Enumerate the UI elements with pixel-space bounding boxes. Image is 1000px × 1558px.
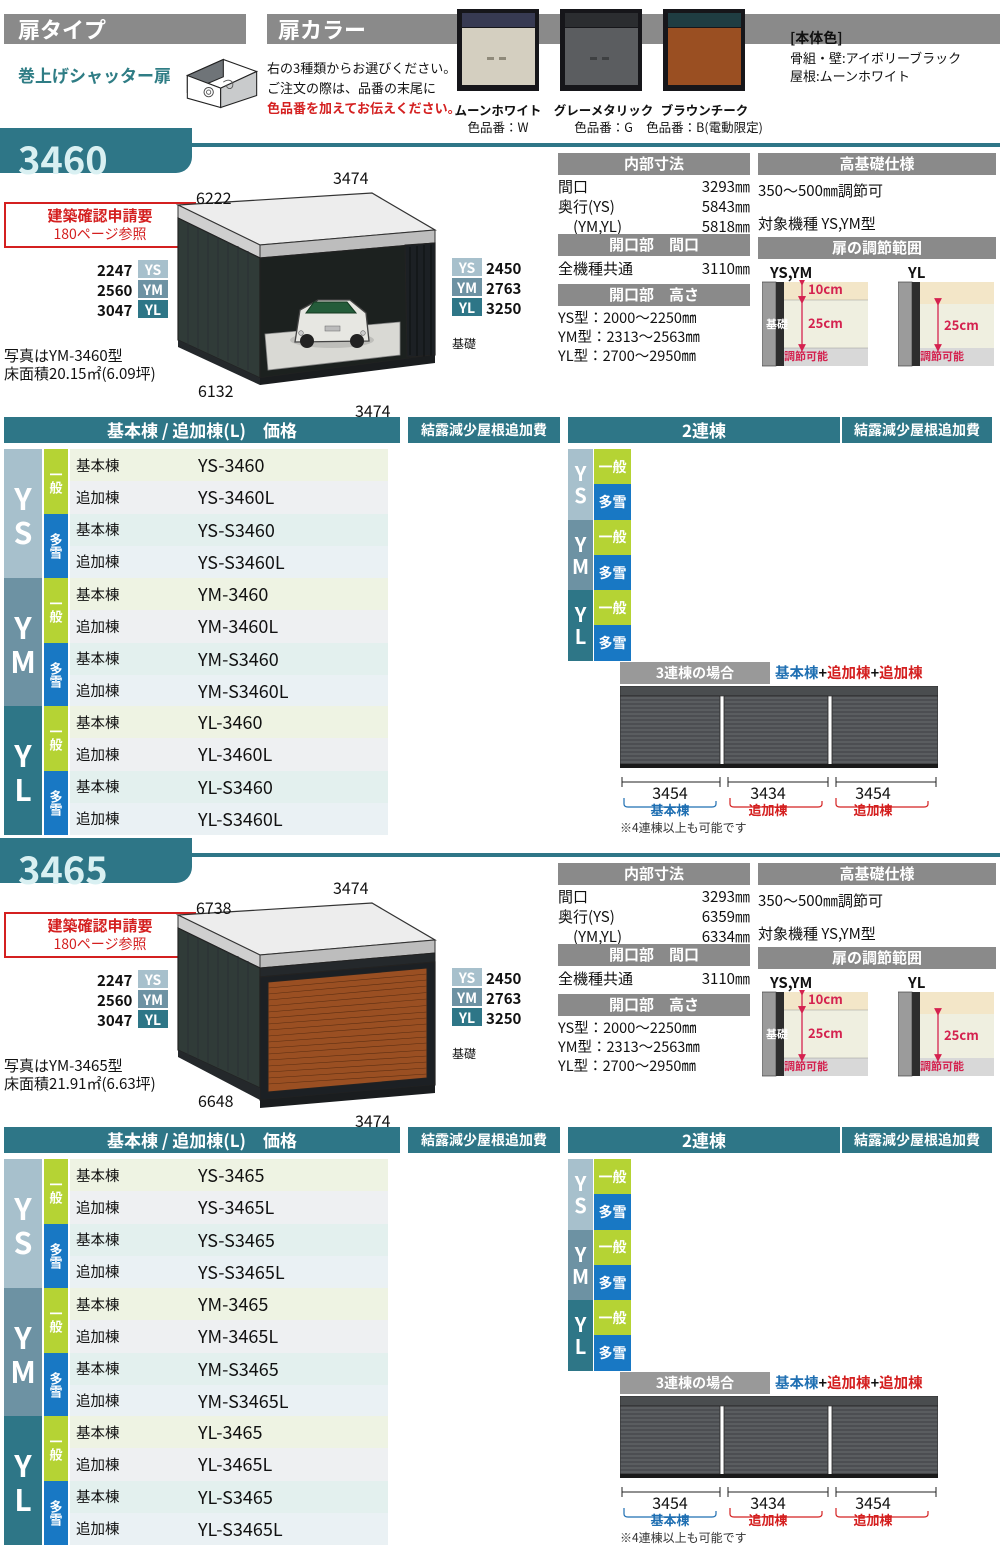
svg-text:25cm: 25cm xyxy=(944,1025,979,1044)
svg-text:基礎: 基礎 xyxy=(766,1026,788,1042)
svg-text:調節可能: 調節可能 xyxy=(920,1058,964,1074)
svg-text:10cm: 10cm xyxy=(808,990,843,1008)
svg-text:10cm: 10cm xyxy=(808,280,843,298)
svg-text:25cm: 25cm xyxy=(808,1023,843,1042)
svg-text:25cm: 25cm xyxy=(944,315,979,334)
svg-text:25cm: 25cm xyxy=(808,313,843,332)
svg-text:調節可能: 調節可能 xyxy=(784,348,828,364)
svg-text:基礎: 基礎 xyxy=(766,316,788,332)
svg-text:調節可能: 調節可能 xyxy=(920,348,964,364)
svg-text:調節可能: 調節可能 xyxy=(784,1058,828,1074)
